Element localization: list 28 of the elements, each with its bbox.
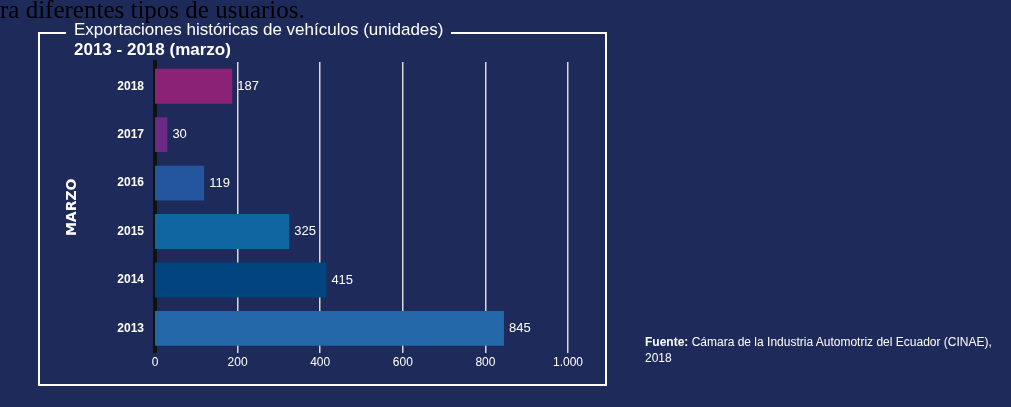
text: Fuente: Cámara de la Industria Automotriz del Ecuador (CINAE), 2018	[645, 335, 992, 365]
y-axis-title: MARZO	[63, 178, 80, 237]
data-label: 119	[209, 174, 230, 190]
x-tick-label: 1.000	[552, 355, 584, 370]
text: ra diferentes tipos de usuarios.	[0, 0, 305, 23]
y-tick-label: 2017	[117, 126, 145, 141]
y-tick-label: 2014	[117, 272, 145, 287]
bar	[155, 262, 327, 298]
x-tick-label: 200	[227, 355, 248, 370]
data-label: 187	[237, 77, 259, 93]
y-tick-label: 2018	[117, 78, 145, 93]
chart-subtitle: 2013 - 2018 (marzo)	[74, 40, 231, 60]
bar	[155, 310, 504, 346]
bar	[155, 68, 233, 104]
data-label: 325	[294, 223, 316, 239]
data-label: 845	[508, 319, 531, 335]
bar	[155, 165, 205, 201]
data-label: 30	[172, 126, 187, 142]
y-tick-label: 2015	[117, 223, 145, 238]
bar	[155, 214, 290, 249]
x-tick-label: 600	[392, 355, 414, 370]
x-tick-label: 800	[475, 355, 496, 370]
y-tick-label: 2016	[117, 175, 145, 190]
bar	[155, 117, 168, 153]
y-tick-label: 2013	[117, 320, 145, 335]
x-tick-label: 400	[310, 355, 331, 370]
x-tick-label: 0	[151, 355, 159, 370]
data-label: 415	[331, 271, 354, 287]
